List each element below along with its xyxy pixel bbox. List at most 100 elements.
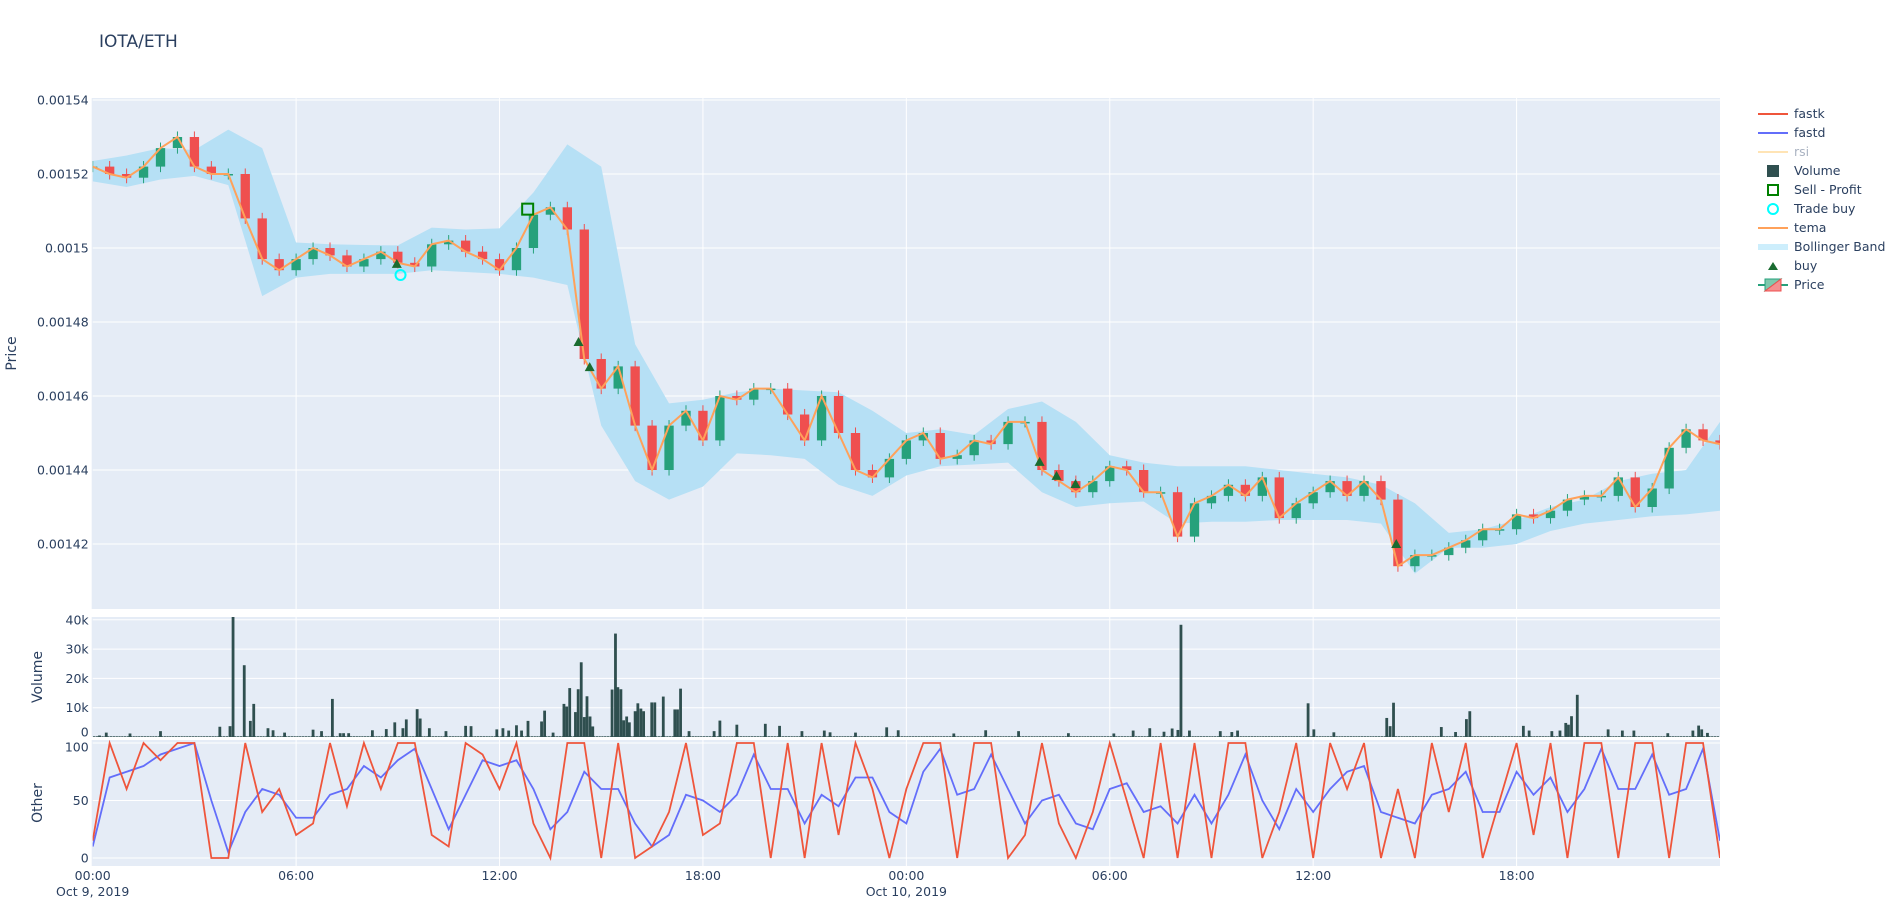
volume-bar	[962, 736, 966, 737]
legend-item-fastd[interactable]: fastd	[1756, 123, 1885, 142]
legend-item-volume[interactable]: Volume	[1756, 161, 1885, 180]
volume-bar	[1030, 736, 1033, 737]
volume-bar	[1284, 736, 1288, 737]
legend-item-buy[interactable]: buy	[1756, 256, 1885, 275]
volume-bar	[1552, 736, 1556, 737]
volume-bar	[188, 736, 192, 737]
volume-bar	[1185, 736, 1189, 737]
volume-bar	[838, 736, 841, 737]
volume-bar	[1660, 736, 1663, 737]
volume-bar	[1041, 736, 1045, 737]
volume-bar	[1547, 736, 1550, 737]
volume-bar	[324, 736, 327, 737]
volume-bar	[1437, 736, 1440, 737]
volume-bar	[1510, 736, 1513, 737]
candlestick-icon	[1756, 275, 1790, 294]
volume-bar	[316, 736, 319, 737]
volume-bar	[1295, 736, 1299, 737]
volume-bar	[671, 736, 675, 737]
volume-bar	[1304, 736, 1307, 737]
volume-bar	[1202, 736, 1206, 737]
volume-bar	[290, 736, 293, 737]
volume-bar	[1561, 736, 1564, 737]
price-ytick-label: 0.00154	[37, 93, 89, 108]
volume-bar	[515, 725, 518, 737]
candle-body	[850, 433, 861, 470]
candle-body	[1681, 429, 1691, 448]
volume-bar	[1199, 736, 1203, 737]
volume-bar	[1205, 736, 1208, 737]
volume-bar	[1713, 736, 1717, 737]
chart-title: IOTA/ETH	[99, 32, 178, 52]
volume-bar	[1098, 736, 1101, 737]
volume-bar	[1612, 736, 1615, 737]
volume-bar	[245, 736, 248, 737]
volume-bar	[307, 736, 310, 737]
volume-bar	[999, 736, 1002, 737]
volume-bar	[1120, 736, 1124, 737]
volume-bar	[800, 731, 804, 737]
legend-item-trade-buy[interactable]: Trade buy	[1756, 199, 1885, 218]
volume-bar	[1674, 736, 1677, 737]
volume-bar	[556, 736, 559, 737]
volume-bar	[781, 736, 785, 737]
volume-bar	[1118, 736, 1121, 737]
volume-bar	[135, 736, 138, 737]
price-ytick-label: 0.00148	[37, 315, 89, 330]
volume-bar	[1084, 736, 1087, 737]
volume-bar	[974, 736, 977, 737]
volume-bar	[1400, 736, 1403, 737]
volume-bar	[636, 703, 640, 737]
volume-bar	[1324, 736, 1327, 737]
volume-bar	[104, 732, 108, 737]
line-red-icon	[1756, 104, 1790, 123]
volume-bar	[101, 736, 104, 737]
volume-bar	[412, 736, 415, 737]
volume-bar	[389, 736, 392, 737]
volume-bar	[427, 728, 431, 737]
volume-bar	[296, 736, 299, 737]
volume-bar	[426, 736, 429, 737]
volume-bar	[526, 720, 530, 737]
legend-item-sell-profit[interactable]: Sell - Profit	[1756, 180, 1885, 199]
volume-bar	[653, 702, 657, 737]
candle-body	[698, 410, 708, 441]
volume-bar	[579, 662, 583, 737]
legend-item-bollinger-band[interactable]: Bollinger Band	[1756, 237, 1885, 256]
volume-bar	[926, 736, 929, 737]
volume-bar	[776, 736, 779, 737]
volume-bar	[875, 736, 878, 737]
volume-bar	[844, 736, 847, 737]
legend-item-rsi[interactable]: rsi	[1756, 142, 1885, 161]
volume-bar	[355, 736, 358, 737]
volume-bar	[1685, 736, 1689, 737]
volume-bar	[1137, 736, 1141, 737]
legend-item-tema[interactable]: tema	[1756, 218, 1885, 237]
volume-bar	[1112, 733, 1116, 737]
volume-bar	[1663, 736, 1666, 737]
fastd-line	[92, 741, 1721, 855]
legend: fastk fastd rsi Volume Sell - Profit Trade bu…	[1756, 104, 1885, 294]
volume-bar	[673, 709, 677, 737]
volume-bar	[251, 736, 254, 737]
volume-bar	[95, 736, 99, 737]
volume-bar	[914, 736, 918, 737]
volume-bar	[697, 736, 700, 737]
volume-bar	[109, 736, 113, 737]
candle-body	[1444, 547, 1454, 556]
legend-item-price[interactable]: Price	[1756, 275, 1885, 294]
volume-bar	[728, 736, 731, 737]
price-ytick-label: 0.0015	[45, 241, 89, 256]
volume-bar	[1397, 736, 1401, 737]
legend-item-fastk[interactable]: fastk	[1756, 104, 1885, 123]
volume-bar	[1318, 736, 1321, 737]
volume-bar	[866, 736, 870, 737]
volume-bar	[1502, 736, 1505, 737]
price-ytick-label: 0.00146	[37, 389, 89, 404]
legend-label: Sell - Profit	[1794, 182, 1862, 197]
volume-bar	[1555, 736, 1559, 737]
volume-bar	[98, 735, 101, 737]
volume-bar	[669, 736, 672, 737]
volume-bar	[256, 736, 260, 737]
